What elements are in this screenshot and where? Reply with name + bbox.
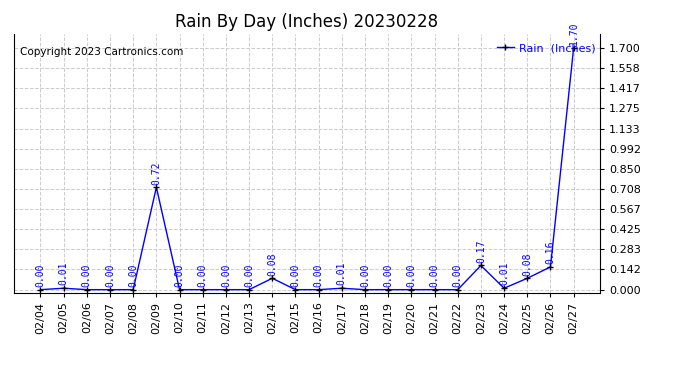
Text: 0.01: 0.01	[59, 262, 68, 285]
Text: 0.08: 0.08	[522, 252, 532, 276]
Text: 0.00: 0.00	[82, 263, 92, 287]
Text: 0.00: 0.00	[105, 263, 115, 287]
Text: 1.70: 1.70	[569, 22, 579, 45]
Text: Copyright 2023 Cartronics.com: Copyright 2023 Cartronics.com	[19, 47, 183, 57]
Title: Rain By Day (Inches) 20230228: Rain By Day (Inches) 20230228	[175, 13, 439, 31]
Text: 0.00: 0.00	[430, 263, 440, 287]
Text: 0.00: 0.00	[175, 263, 184, 287]
Text: 0.00: 0.00	[314, 263, 324, 287]
Text: 0.16: 0.16	[546, 241, 555, 264]
Text: 0.00: 0.00	[128, 263, 138, 287]
Text: 0.00: 0.00	[244, 263, 254, 287]
Text: 0.00: 0.00	[221, 263, 231, 287]
Text: 0.72: 0.72	[151, 161, 161, 184]
Text: 0.00: 0.00	[406, 263, 416, 287]
Text: 0.08: 0.08	[267, 252, 277, 276]
Text: 0.00: 0.00	[383, 263, 393, 287]
Text: 0.00: 0.00	[198, 263, 208, 287]
Text: 0.00: 0.00	[453, 263, 463, 287]
Text: 0.01: 0.01	[337, 262, 347, 285]
Text: 0.00: 0.00	[35, 263, 46, 287]
Text: 0.00: 0.00	[360, 263, 370, 287]
Text: 0.01: 0.01	[499, 262, 509, 285]
Text: 0.00: 0.00	[290, 263, 300, 287]
Text: 0.17: 0.17	[476, 239, 486, 263]
Legend: Rain  (Inches): Rain (Inches)	[493, 39, 600, 58]
